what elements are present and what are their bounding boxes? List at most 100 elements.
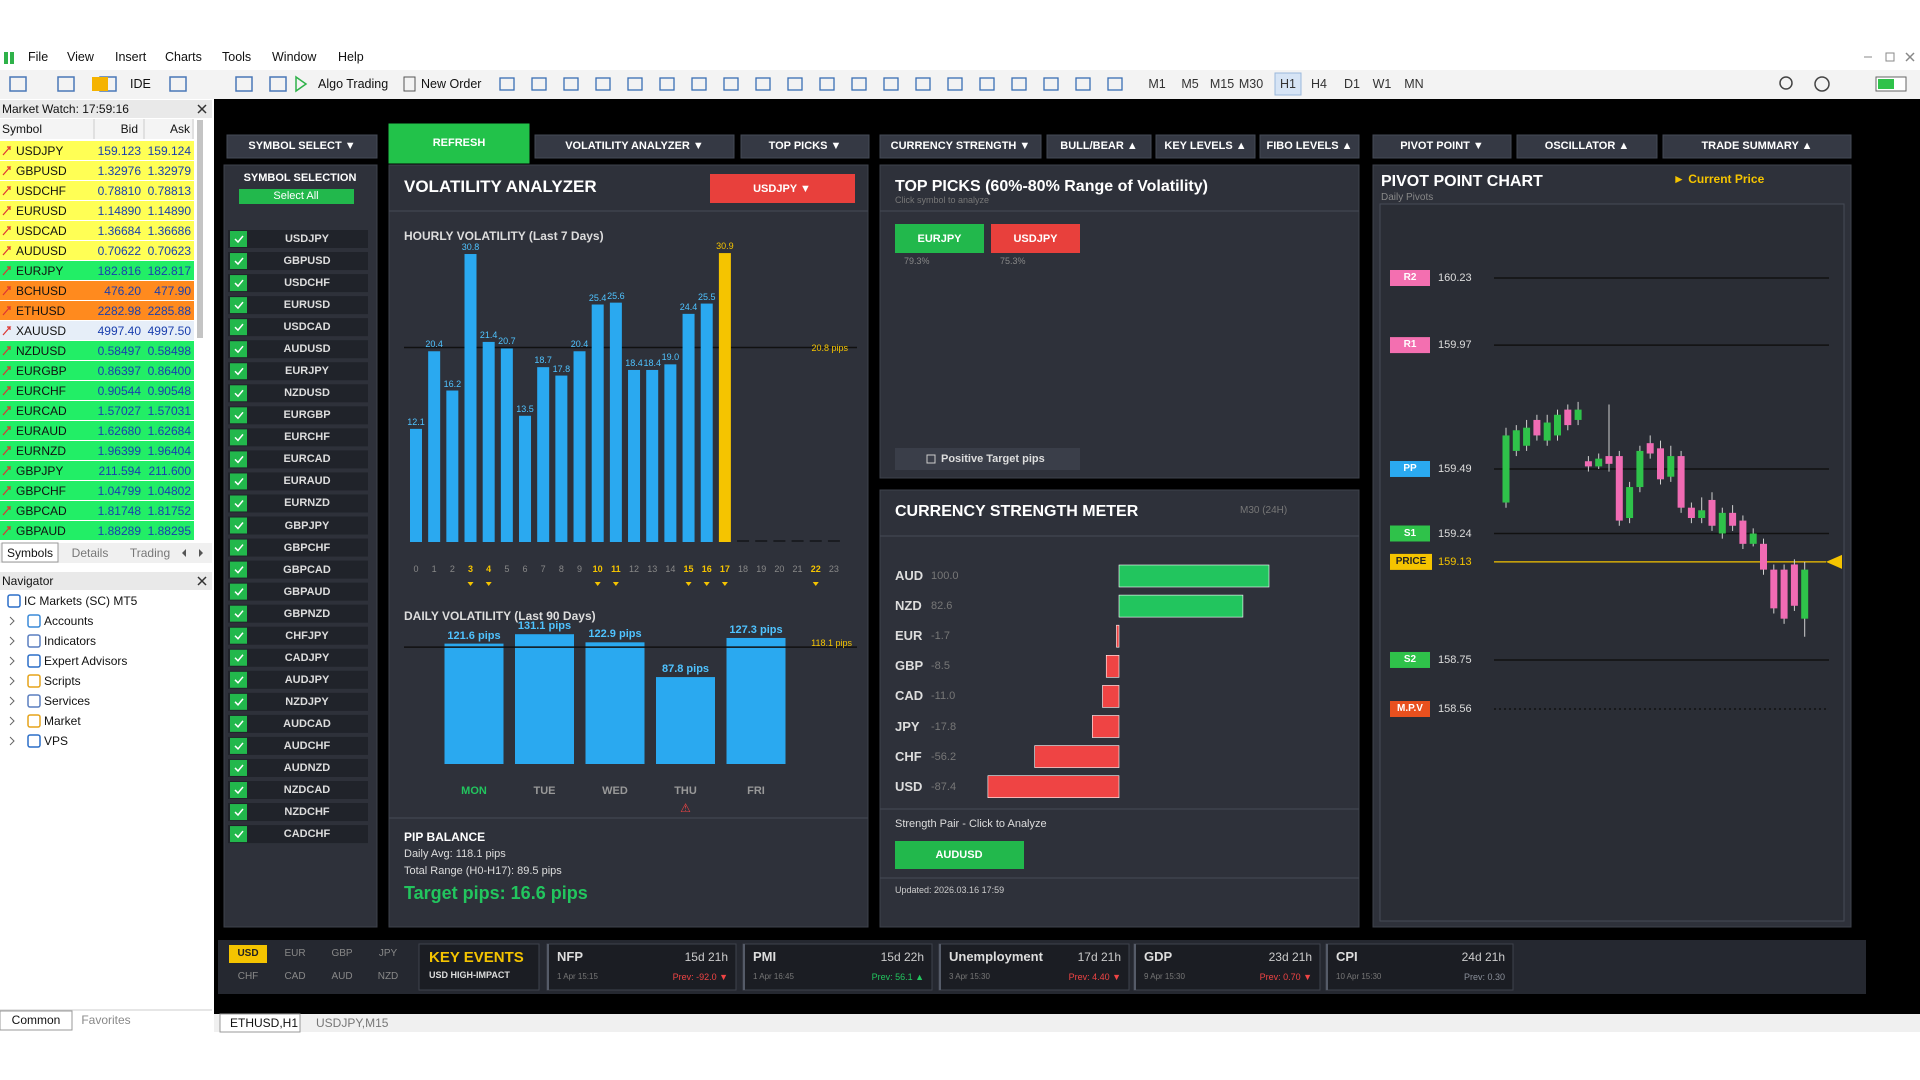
symbol-option[interactable]: EURUSD (283, 299, 331, 312)
timeframe[interactable]: W1 (1372, 77, 1392, 91)
symbol-option[interactable]: AUDNZD (283, 761, 331, 774)
symbol-option[interactable]: GBPCAD (283, 563, 331, 576)
currency-filter[interactable]: JPY (378, 948, 398, 959)
nav-button-label[interactable]: BULL/BEAR ▲ (1060, 140, 1138, 152)
nav-button-label[interactable]: TRADE SUMMARY ▲ (1701, 140, 1813, 152)
symbol-option[interactable]: CHFJPY (285, 629, 329, 642)
symbol[interactable]: NZDUSD (16, 344, 66, 358)
tab[interactable]: Trading (129, 546, 171, 560)
menu-item[interactable]: Insert (115, 50, 147, 64)
symbol-option[interactable]: AUDCHF (283, 739, 331, 752)
nav-button-label[interactable]: PIVOT POINT ▼ (1400, 140, 1484, 152)
tab[interactable]: Favorites (81, 1013, 131, 1027)
menu-item[interactable]: File (28, 50, 49, 64)
symbol[interactable]: GBPUSD (16, 164, 67, 178)
symbol-option[interactable]: EURGBP (283, 409, 331, 422)
nav-item[interactable]: Expert Advisors (44, 654, 128, 668)
symbol-option[interactable]: GBPAUD (283, 585, 331, 598)
menu-item[interactable]: Charts (165, 50, 202, 64)
symbol-option[interactable]: AUDCAD (283, 717, 331, 730)
currency-filter[interactable]: CHF (237, 971, 259, 982)
currency-filter[interactable]: AUD (331, 971, 353, 982)
symbol[interactable]: BCHUSD (16, 284, 67, 298)
symbol-option[interactable]: GBPUSD (283, 255, 331, 268)
timeframe[interactable]: M30 (1238, 77, 1264, 91)
timeframe[interactable]: H1 (1280, 77, 1296, 91)
symbol-option[interactable]: AUDUSD (283, 343, 331, 356)
symbol-option[interactable]: EURJPY (284, 365, 330, 378)
pick-symbol[interactable]: USDJPY (1013, 233, 1058, 245)
symbol[interactable]: EURCAD (16, 404, 67, 418)
symbol[interactable]: USDCHF (16, 184, 66, 198)
symbol-option[interactable]: EURCHF (284, 431, 330, 444)
symbol[interactable]: AUDUSD (16, 244, 67, 258)
nav-item[interactable]: Scripts (44, 674, 81, 688)
checkbox-label[interactable]: Positive Target pips (941, 453, 1045, 465)
pick-symbol[interactable]: EURJPY (917, 233, 962, 245)
symbol-option[interactable]: EURNZD (284, 497, 330, 510)
symbol-option[interactable]: AUDJPY (284, 673, 330, 686)
nav-button-label[interactable]: VOLATILITY ANALYZER ▼ (565, 140, 704, 152)
symbol-option[interactable]: USDJPY (284, 233, 330, 245)
toolbar-button[interactable]: New Order (421, 77, 482, 91)
symbol-option[interactable]: USDCHF (284, 277, 330, 290)
tab[interactable]: Details (71, 546, 109, 560)
symbol[interactable]: USDJPY (16, 144, 64, 158)
nav-item[interactable]: IC Markets (SC) MT5 (24, 594, 138, 608)
select-all[interactable]: Select All (273, 190, 319, 202)
menu-item[interactable]: Tools (222, 50, 252, 64)
nav-button-label[interactable]: KEY LEVELS ▲ (1164, 140, 1247, 152)
nav-button-label[interactable]: TOP PICKS ▼ (768, 140, 842, 152)
toolbar-button[interactable]: Algo Trading (318, 77, 389, 91)
currency-filter[interactable]: NZD (377, 971, 399, 982)
nav-button-label[interactable]: OSCILLATOR ▲ (1544, 140, 1630, 152)
timeframe[interactable]: M1 (1148, 77, 1166, 91)
nav-item[interactable]: Market (44, 714, 81, 728)
timeframe[interactable]: M15 (1209, 77, 1235, 91)
nav-item[interactable]: Indicators (44, 634, 97, 648)
symbol[interactable]: USDCAD (16, 224, 67, 238)
toolbar-button[interactable]: IDE (130, 77, 151, 91)
timeframe[interactable]: M5 (1181, 77, 1199, 91)
symbol-button-label[interactable]: USDJPY ▼ (753, 183, 811, 195)
symbol-option[interactable]: NZDUSD (284, 387, 330, 400)
tab[interactable]: Symbols (6, 546, 53, 560)
symbol-option[interactable]: GBPCHF (283, 541, 331, 554)
symbol[interactable]: EURCHF (16, 384, 66, 398)
nav-item[interactable]: Services (44, 694, 91, 708)
symbol[interactable]: GBPJPY (16, 464, 64, 478)
currency-filter[interactable]: GBP (331, 948, 353, 959)
symbol-option[interactable]: EURAUD (283, 475, 331, 488)
nav-item[interactable]: VPS (44, 734, 69, 748)
timeframe[interactable]: MN (1404, 77, 1424, 91)
symbol-option[interactable]: NZDCAD (283, 784, 331, 796)
symbol-option[interactable]: EURCAD (283, 453, 331, 466)
menu-item[interactable]: Help (338, 50, 364, 64)
nav-button-label[interactable]: REFRESH (432, 137, 486, 149)
chart-tab[interactable]: USDJPY,M15 (316, 1016, 389, 1030)
timeframe[interactable]: D1 (1344, 77, 1360, 91)
symbol[interactable]: ETHUSD (16, 304, 66, 318)
chart-tab[interactable]: ETHUSD,H1 (230, 1016, 299, 1030)
currency-filter[interactable]: CAD (284, 971, 306, 982)
symbol[interactable]: GBPCAD (16, 504, 67, 518)
symbol[interactable]: XAUUSD (16, 324, 67, 338)
symbol[interactable]: EURGBP (16, 364, 67, 378)
menu-item[interactable]: View (67, 50, 94, 64)
tab[interactable]: Common (11, 1013, 61, 1027)
symbol-option[interactable]: NZDCHF (284, 806, 330, 819)
timeframe[interactable]: H4 (1311, 77, 1327, 91)
symbol[interactable]: GBPCHF (16, 484, 67, 498)
pair-button-label[interactable]: AUDUSD (935, 849, 983, 861)
nav-button-label[interactable]: CURRENCY STRENGTH ▼ (890, 140, 1031, 152)
symbol[interactable]: GBPAUD (16, 524, 66, 538)
currency-filter[interactable]: EUR (284, 948, 306, 959)
symbol[interactable]: EURNZD (16, 444, 66, 458)
symbol-option[interactable]: GBPJPY (284, 519, 330, 532)
symbol-option[interactable]: USDCAD (283, 321, 331, 334)
symbol[interactable]: EURJPY (16, 264, 64, 278)
symbol-option[interactable]: CADJPY (284, 651, 330, 664)
symbol-option[interactable]: GBPNZD (283, 607, 331, 620)
currency-filter[interactable]: USD (237, 948, 259, 959)
nav-item[interactable]: Accounts (44, 614, 94, 628)
